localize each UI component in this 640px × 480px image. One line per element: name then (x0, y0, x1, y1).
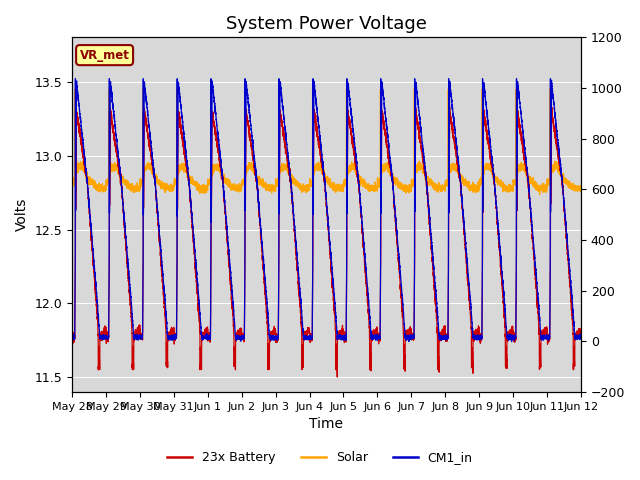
CM1_in (577, 336, 585, 341)
23x Battery (454, 164, 462, 169)
23x Battery (333, 374, 341, 380)
Solar (556, 170, 563, 176)
Solar (536, 192, 543, 198)
Title: System Power Voltage: System Power Voltage (226, 15, 427, 33)
23x Battery (440, 329, 448, 335)
Solar (454, 169, 462, 175)
Solar (68, 180, 76, 185)
23x Battery (446, 104, 454, 110)
23x Battery (577, 330, 585, 336)
Line: 23x Battery: 23x Battery (72, 107, 581, 377)
Solar (550, 164, 557, 170)
Text: VR_met: VR_met (79, 48, 129, 61)
CM1_in (440, 335, 448, 341)
CM1_in (454, 158, 462, 164)
CM1_in (556, 156, 563, 162)
CM1_in (309, 76, 317, 82)
CM1_in (72, 76, 79, 82)
23x Battery (309, 255, 317, 261)
CM1_in (68, 335, 76, 340)
Line: Solar: Solar (72, 89, 581, 195)
Legend: 23x Battery, Solar, CM1_in: 23x Battery, Solar, CM1_in (163, 446, 477, 469)
Solar (440, 186, 448, 192)
Solar (309, 179, 317, 184)
Line: CM1_in: CM1_in (72, 79, 581, 342)
CM1_in (508, 339, 515, 345)
Solar (577, 184, 585, 190)
X-axis label: Time: Time (310, 418, 344, 432)
Y-axis label: Volts: Volts (15, 198, 29, 231)
CM1_in (550, 95, 557, 101)
Solar (71, 86, 79, 92)
23x Battery (550, 120, 557, 126)
CM1_in (241, 155, 249, 161)
Solar (241, 175, 249, 181)
23x Battery (68, 331, 76, 336)
23x Battery (556, 164, 563, 169)
23x Battery (241, 260, 249, 266)
